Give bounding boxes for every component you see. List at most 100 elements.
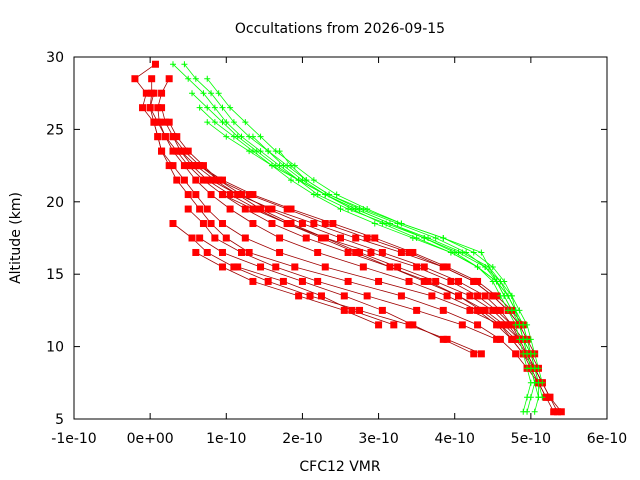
y-tick-label: 20	[46, 195, 64, 211]
green-profile-line	[184, 63, 536, 412]
green-plus-point	[470, 249, 477, 256]
red-square-point	[496, 306, 504, 314]
red-square-point	[192, 176, 200, 184]
green-plus-point	[288, 177, 295, 184]
red-square-point	[173, 147, 181, 155]
red-square-point	[218, 263, 226, 271]
red-square-point	[470, 350, 478, 358]
red-square-point	[409, 321, 417, 329]
red-square-point	[439, 263, 447, 271]
red-square-point	[550, 408, 558, 416]
red-square-point	[344, 248, 352, 256]
red-square-point	[184, 147, 192, 155]
red-square-point	[512, 335, 520, 343]
green-plus-point	[310, 177, 317, 184]
green-plus-point	[501, 292, 508, 299]
green-plus-point	[535, 394, 542, 401]
red-square-point	[375, 321, 383, 329]
red-square-point	[287, 205, 295, 213]
green-plus-point	[386, 220, 393, 227]
red-square-point	[302, 234, 310, 242]
red-square-point	[496, 335, 504, 343]
green-plus-point	[447, 249, 454, 256]
y-tick-label: 15	[46, 267, 64, 283]
red-square-point	[169, 162, 177, 170]
green-plus-point	[520, 321, 527, 328]
red-square-point	[337, 234, 344, 242]
red-square-point	[470, 277, 478, 285]
red-square-point	[443, 292, 451, 300]
x-tick-label: 2e-10	[282, 431, 322, 447]
green-plus-point	[333, 191, 340, 198]
red-square-point	[352, 248, 360, 256]
red-square-point	[279, 277, 287, 285]
red-square-point	[207, 176, 215, 184]
green-plus-point	[189, 90, 196, 97]
red-square-point	[151, 60, 159, 68]
red-square-point	[276, 248, 284, 256]
green-plus-point	[421, 235, 428, 241]
green-plus-point	[379, 220, 386, 227]
red-square-point	[211, 234, 219, 242]
green-plus-point	[485, 263, 492, 270]
red-square-point	[295, 292, 303, 300]
red-square-point	[428, 292, 436, 300]
red-square-point	[546, 393, 554, 401]
green-plus-point	[230, 119, 237, 126]
green-plus-point	[208, 90, 215, 97]
red-square-point	[439, 335, 447, 343]
x-tick-label: 1e-10	[206, 431, 246, 447]
red-square-point	[298, 277, 306, 285]
red-square-point	[268, 205, 276, 213]
green-plus-point	[211, 104, 218, 111]
red-square-point	[146, 104, 154, 112]
green-plus-point	[257, 133, 264, 140]
red-profile-line	[187, 208, 497, 340]
red-square-point	[405, 248, 413, 256]
green-plus-point	[455, 249, 462, 256]
red-square-point	[272, 263, 280, 271]
red-square-point	[489, 306, 497, 314]
red-square-point	[477, 306, 485, 314]
red-square-point	[474, 306, 482, 314]
green-plus-point	[524, 408, 531, 415]
green-plus-point	[493, 278, 500, 285]
red-square-point	[443, 335, 451, 343]
red-square-point	[512, 350, 520, 358]
red-square-point	[169, 133, 177, 141]
red-square-point	[310, 220, 318, 228]
red-square-point	[154, 118, 162, 126]
red-square-point	[405, 321, 413, 329]
red-square-point	[359, 263, 367, 271]
x-tick-label: 4e-10	[435, 431, 475, 447]
red-profile-line	[168, 122, 539, 369]
red-square-point	[203, 205, 211, 213]
green-plus-point	[531, 408, 538, 415]
y-tick-label: 10	[46, 340, 64, 356]
red-square-point	[169, 147, 177, 155]
red-square-point	[154, 133, 162, 141]
red-square-point	[142, 89, 150, 97]
red-square-point	[131, 75, 139, 83]
red-square-point	[447, 277, 455, 285]
red-square-point	[264, 277, 272, 285]
red-square-point	[218, 176, 226, 184]
red-square-point	[218, 191, 226, 199]
red-square-point	[207, 191, 215, 199]
red-square-point	[283, 205, 291, 213]
green-plus-point	[531, 365, 538, 372]
red-square-point	[192, 162, 200, 170]
red-square-point	[371, 234, 379, 242]
red-square-point	[234, 263, 242, 271]
red-square-point	[474, 321, 482, 329]
red-square-point	[390, 321, 398, 329]
red-square-point	[329, 220, 337, 228]
red-square-point	[207, 220, 215, 228]
red-square-point	[154, 104, 162, 112]
red-square-point	[192, 191, 200, 199]
red-square-point	[199, 220, 207, 228]
x-axis-label: CFC12 VMR	[299, 459, 381, 475]
green-plus-point	[276, 148, 283, 155]
red-square-point	[249, 220, 257, 228]
red-square-point	[481, 292, 489, 300]
